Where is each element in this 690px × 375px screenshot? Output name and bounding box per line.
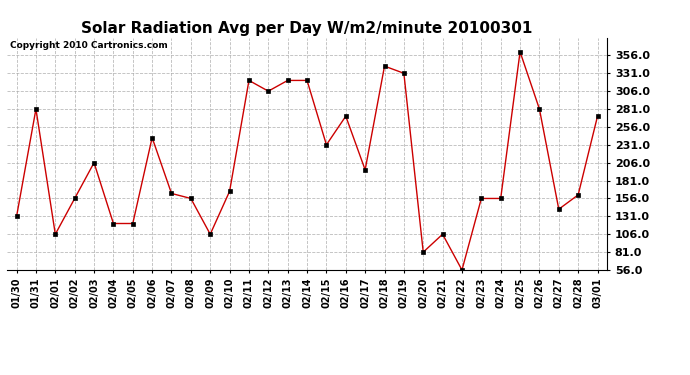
Text: Copyright 2010 Cartronics.com: Copyright 2010 Cartronics.com: [10, 41, 168, 50]
Title: Solar Radiation Avg per Day W/m2/minute 20100301: Solar Radiation Avg per Day W/m2/minute …: [81, 21, 533, 36]
